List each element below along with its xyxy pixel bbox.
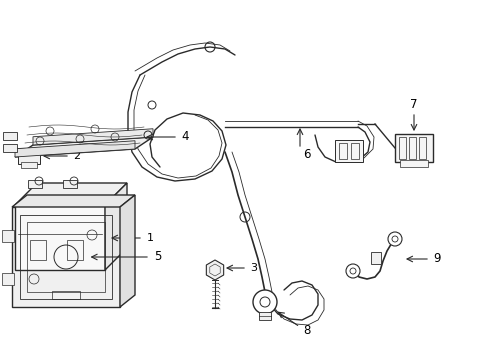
Polygon shape — [206, 260, 223, 280]
Bar — [399, 160, 427, 167]
Text: 1: 1 — [147, 233, 154, 243]
Polygon shape — [33, 129, 152, 145]
Bar — [21, 162, 37, 168]
Bar — [334, 140, 362, 162]
Bar — [12, 207, 120, 307]
Bar — [52, 291, 80, 299]
Polygon shape — [15, 137, 152, 157]
Circle shape — [387, 232, 401, 246]
Bar — [2, 273, 14, 285]
Bar — [394, 134, 432, 162]
Polygon shape — [12, 195, 135, 207]
Bar — [338, 143, 346, 159]
Text: 7: 7 — [409, 97, 417, 111]
Bar — [27, 222, 105, 292]
Bar — [408, 137, 415, 159]
Text: 8: 8 — [302, 323, 310, 337]
Polygon shape — [105, 183, 127, 270]
Polygon shape — [15, 183, 127, 205]
Bar — [28, 180, 42, 188]
Bar — [20, 215, 112, 299]
Circle shape — [253, 290, 276, 314]
Polygon shape — [15, 141, 135, 157]
Circle shape — [345, 264, 359, 278]
Bar — [2, 230, 14, 242]
Polygon shape — [15, 205, 105, 270]
Bar — [258, 312, 271, 320]
Bar — [370, 252, 380, 264]
Bar — [398, 137, 405, 159]
Polygon shape — [120, 195, 135, 307]
Bar — [418, 137, 425, 159]
Bar — [18, 148, 40, 164]
Text: 9: 9 — [432, 252, 439, 266]
Bar — [3, 132, 17, 140]
Text: 3: 3 — [249, 263, 257, 273]
Bar — [30, 240, 46, 260]
Bar — [3, 144, 17, 152]
Bar — [63, 180, 77, 188]
Text: 2: 2 — [73, 151, 80, 161]
Bar — [67, 240, 83, 260]
Text: 5: 5 — [154, 251, 161, 263]
Bar — [350, 143, 358, 159]
Text: 6: 6 — [302, 149, 310, 161]
Text: 4: 4 — [181, 131, 188, 144]
